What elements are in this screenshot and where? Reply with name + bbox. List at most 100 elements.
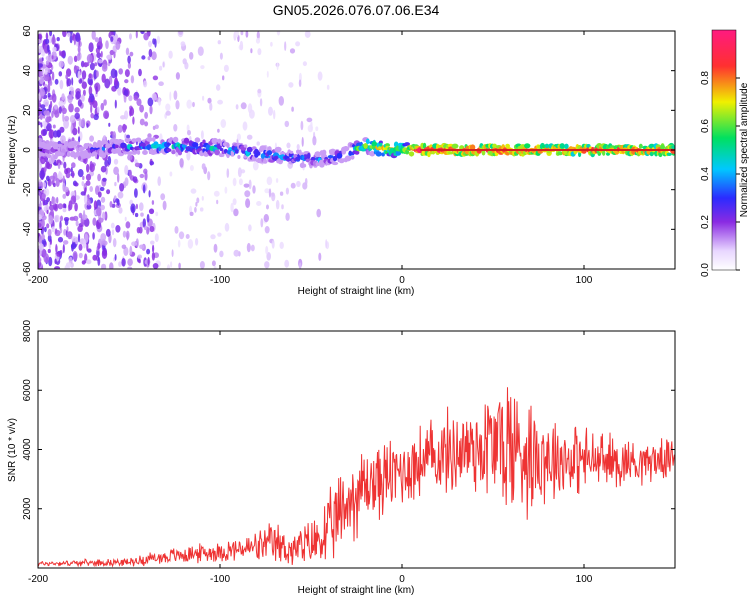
heatmap-cell (165, 110, 171, 116)
heatmap-cell (46, 223, 50, 229)
heatmap-cell (263, 214, 269, 223)
heatmap-cell (44, 226, 47, 233)
heatmap-cell (72, 251, 78, 261)
heatmap-cell (123, 94, 127, 103)
heatmap-cell (152, 75, 159, 81)
heatmap-cell (300, 120, 304, 131)
heatmap-cell (124, 69, 130, 78)
heatmap-cell (209, 102, 213, 111)
heatmap-cell (156, 35, 161, 45)
heatmap-cell (423, 142, 427, 149)
heatmap-cell (127, 258, 133, 267)
heatmap-cell (39, 152, 46, 157)
heatmap-cell (45, 116, 51, 123)
heatmap-cell (175, 100, 180, 110)
heatmap-cell (114, 70, 118, 78)
heatmap-cell (86, 123, 89, 128)
heatmap-cell (133, 95, 139, 101)
y-tick-label: 2000 (22, 497, 33, 520)
heatmap-cell (64, 218, 69, 226)
heatmap-cell (54, 78, 59, 85)
heatmap-cell (223, 64, 229, 73)
heatmap-cell (235, 104, 239, 110)
heatmap-cell (189, 135, 192, 142)
heatmap-cell (38, 33, 43, 41)
heatmap-cell (67, 231, 73, 240)
heatmap-cell (88, 42, 94, 53)
heatmap-cell (217, 40, 221, 45)
colorbar-ticks: 0.0 0.2 0.4 0.6 0.8 (700, 71, 740, 277)
heatmap-cell (81, 81, 88, 89)
heatmap-cell (97, 256, 101, 266)
heatmap-cell (140, 31, 145, 35)
heatmap-cell (40, 156, 46, 165)
heatmap-cell (114, 181, 117, 187)
heatmap-cell (104, 159, 109, 168)
heatmap-cell (63, 186, 69, 193)
heatmap-cell (146, 248, 151, 255)
y-tick-label: 40 (22, 65, 33, 77)
heatmap-cell (129, 51, 134, 57)
heatmap-cell (71, 162, 76, 169)
heatmap-cell (244, 190, 251, 198)
heatmap-cell (264, 188, 270, 194)
heatmap-cell (318, 252, 322, 261)
heatmap-cell (65, 74, 68, 80)
colorbar-gradient (711, 29, 737, 271)
heatmap-cell (106, 189, 111, 195)
heatmap-cell (94, 62, 98, 67)
heatmap-cell (564, 143, 569, 150)
heatmap-cell (112, 238, 117, 248)
heatmap-cell (62, 244, 65, 254)
heatmap-cell (557, 151, 563, 156)
heatmap-cell (146, 136, 153, 142)
heatmap-cell (202, 95, 205, 101)
colorbar-tick-label: 0.2 (700, 215, 711, 229)
heatmap-cell (98, 59, 103, 64)
heatmap-cell (99, 186, 105, 192)
heatmap-cell (113, 158, 119, 165)
heatmap-cell (49, 204, 55, 211)
heatmap-cell (174, 226, 179, 234)
heatmap-cell (240, 31, 244, 36)
heatmap-cell (45, 38, 50, 45)
heatmap-cell (100, 165, 107, 173)
heatmap-cell (141, 55, 146, 60)
heatmap-cell (47, 68, 51, 74)
heatmap-cell (245, 198, 251, 209)
heatmap-cell (39, 169, 45, 180)
heatmap-cell (51, 110, 54, 118)
heatmap-cell (216, 84, 221, 91)
heatmap-cell (289, 150, 294, 154)
heatmap-cell (275, 199, 280, 210)
heatmap-cell (128, 95, 133, 102)
heatmap-cell (170, 261, 173, 268)
heatmap-cell (53, 182, 56, 188)
heatmap-cell (524, 143, 531, 149)
heatmap-cell (41, 193, 46, 199)
heatmap-cell (38, 257, 41, 263)
heatmap-cell (302, 61, 307, 67)
heatmap-cell (270, 41, 273, 47)
heatmap-cell (149, 225, 155, 233)
heatmap-cell (298, 79, 302, 87)
heatmap-cell (60, 50, 66, 58)
heatmap-cell (102, 240, 108, 246)
spectrogram-xlabel: Height of straight line (km) (298, 286, 415, 297)
heatmap-cell (233, 208, 239, 217)
heatmap-cell (196, 197, 200, 204)
heatmap-cell (151, 93, 157, 101)
heatmap-cell (281, 204, 284, 210)
heatmap-cell (304, 31, 311, 38)
heatmap-cell (95, 70, 99, 78)
heatmap-cell (186, 99, 192, 109)
heatmap-cell (55, 177, 60, 187)
heatmap-cell (350, 155, 355, 160)
heatmap-cell (80, 191, 86, 196)
heatmap-cell (245, 31, 249, 38)
heatmap-cell (248, 224, 252, 232)
heatmap-cell (302, 163, 307, 168)
heatmap-cell (101, 73, 106, 84)
heatmap-cell (115, 41, 121, 50)
heatmap-cell (178, 231, 185, 240)
